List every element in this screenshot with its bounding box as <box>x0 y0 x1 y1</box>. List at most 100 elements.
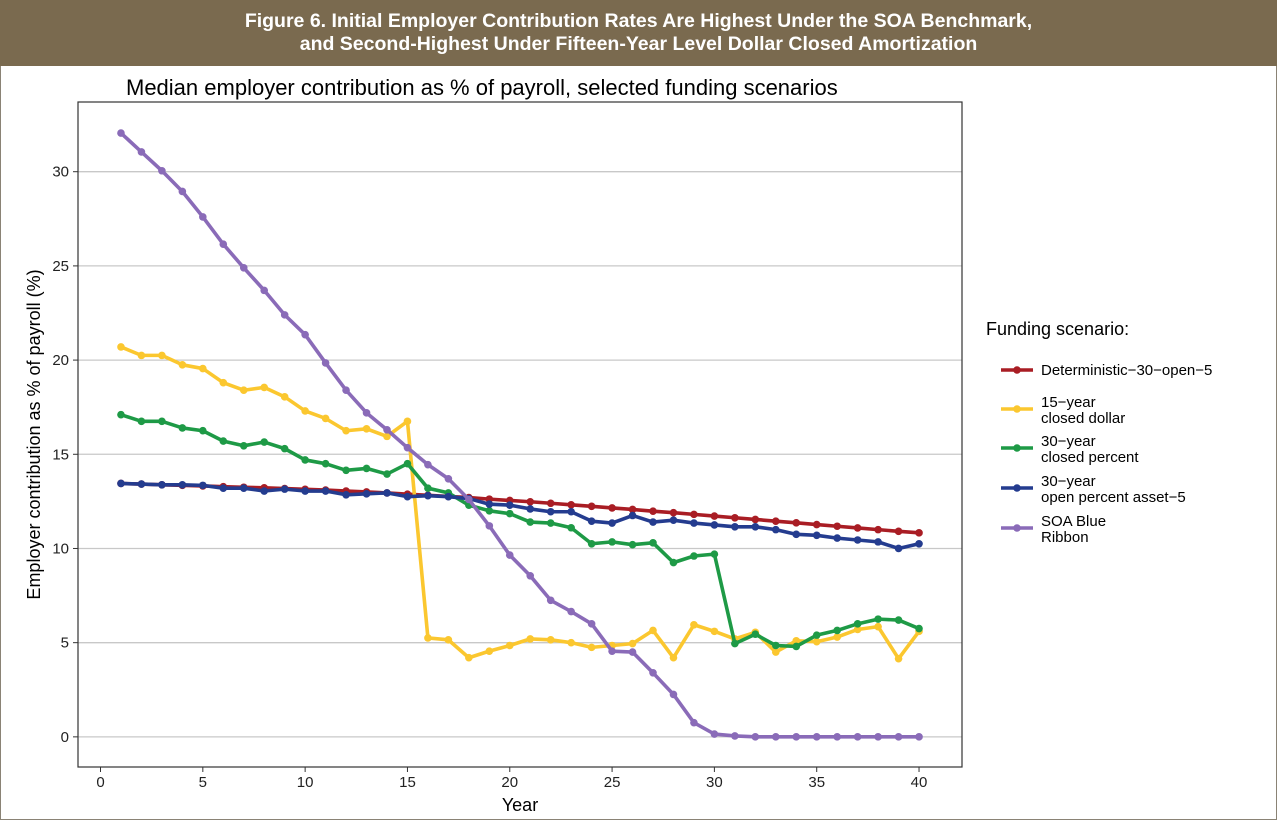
data-point <box>485 500 494 509</box>
data-point <box>710 730 719 738</box>
data-point <box>853 536 862 544</box>
data-point <box>424 491 432 500</box>
data-point <box>526 571 535 580</box>
data-point <box>219 378 228 387</box>
data-point <box>833 633 841 641</box>
data-point <box>424 634 432 642</box>
y-axis-title: Employer contribution as % of payroll (%… <box>24 269 44 599</box>
data-point <box>751 630 760 638</box>
data-point <box>444 474 453 483</box>
data-point <box>301 407 309 415</box>
data-point <box>199 426 207 435</box>
data-point <box>731 523 739 531</box>
data-point <box>280 485 289 493</box>
data-point <box>608 647 616 655</box>
data-point <box>751 733 760 741</box>
data-point <box>117 410 125 419</box>
x-tick-label: 20 <box>501 774 518 791</box>
data-point <box>342 466 350 475</box>
data-point <box>342 386 350 395</box>
data-point <box>424 460 432 469</box>
data-point <box>383 470 391 478</box>
data-point <box>403 492 412 501</box>
data-point <box>239 386 248 395</box>
legend-key-point <box>1013 366 1021 374</box>
data-point <box>301 456 309 464</box>
data-point <box>158 166 166 175</box>
data-point <box>690 552 698 560</box>
y-tick-label: 15 <box>52 446 69 463</box>
data-point <box>505 509 514 518</box>
x-tick-label: 5 <box>199 774 207 791</box>
data-point <box>219 240 228 249</box>
data-point <box>137 417 146 426</box>
data-point <box>117 343 125 351</box>
data-point <box>710 512 719 520</box>
data-point <box>833 733 841 741</box>
data-point <box>485 647 494 655</box>
data-point <box>280 444 289 453</box>
data-point <box>812 631 821 639</box>
data-point <box>792 733 801 741</box>
legend-label: 30−year open percent asset−5 <box>1041 473 1186 506</box>
data-point <box>567 607 575 616</box>
data-point <box>342 426 350 435</box>
data-point <box>260 487 269 495</box>
data-point <box>894 616 903 624</box>
series-line <box>119 131 920 739</box>
x-tick-label: 30 <box>706 774 723 791</box>
data-point <box>239 263 248 272</box>
data-point <box>608 519 616 527</box>
data-point <box>362 464 371 473</box>
data-point <box>158 480 166 489</box>
legend-key-point <box>1013 444 1021 452</box>
data-point <box>792 636 801 645</box>
data-point <box>669 516 678 525</box>
data-point <box>546 519 555 527</box>
legend-item-1: Deterministic−30−open−5 <box>1001 362 1212 379</box>
data-point <box>812 733 821 741</box>
legend-label: 30−year closed percent <box>1041 433 1139 466</box>
data-point <box>710 550 719 558</box>
data-point <box>833 522 841 531</box>
legend-item-5: SOA Blue Ribbon <box>1001 513 1106 546</box>
data-point <box>505 641 514 650</box>
data-point <box>321 487 330 495</box>
figure-banner: Figure 6. Initial Employer Contribution … <box>0 0 1277 66</box>
y-tick-label: 5 <box>61 635 69 652</box>
data-point <box>567 507 575 516</box>
data-point <box>874 733 882 741</box>
data-point <box>587 517 596 525</box>
data-point <box>669 508 678 517</box>
data-point <box>874 538 882 546</box>
legend-key-point <box>1013 405 1021 413</box>
series-5 <box>117 129 923 741</box>
data-point <box>137 148 146 156</box>
data-point <box>505 551 514 559</box>
data-point <box>526 518 535 526</box>
data-point <box>690 510 698 519</box>
banner-title-line-2: and Second-Highest Under Fifteen-Year Le… <box>299 33 978 55</box>
data-point <box>649 669 657 677</box>
banner-title-line-1: Figure 6. Initial Employer Contribution … <box>244 10 1033 32</box>
legend-label: Deterministic−30−open−5 <box>1041 362 1212 379</box>
data-point <box>894 654 903 663</box>
data-point <box>526 635 535 643</box>
data-point <box>771 733 780 741</box>
data-point <box>894 527 903 536</box>
data-point <box>628 505 637 514</box>
data-point <box>669 653 678 662</box>
data-point <box>219 437 228 445</box>
data-point <box>485 506 494 515</box>
data-point <box>403 443 412 452</box>
legend-item-4: 30−year open percent asset−5 <box>1001 473 1186 506</box>
x-tick-label: 35 <box>808 774 825 791</box>
y-tick-label: 30 <box>52 164 69 181</box>
data-point <box>383 425 391 434</box>
series-3 <box>117 410 923 651</box>
data-point <box>649 539 657 547</box>
data-point <box>424 484 432 492</box>
data-point <box>690 519 698 527</box>
data-point <box>260 286 269 295</box>
data-point <box>260 438 269 446</box>
